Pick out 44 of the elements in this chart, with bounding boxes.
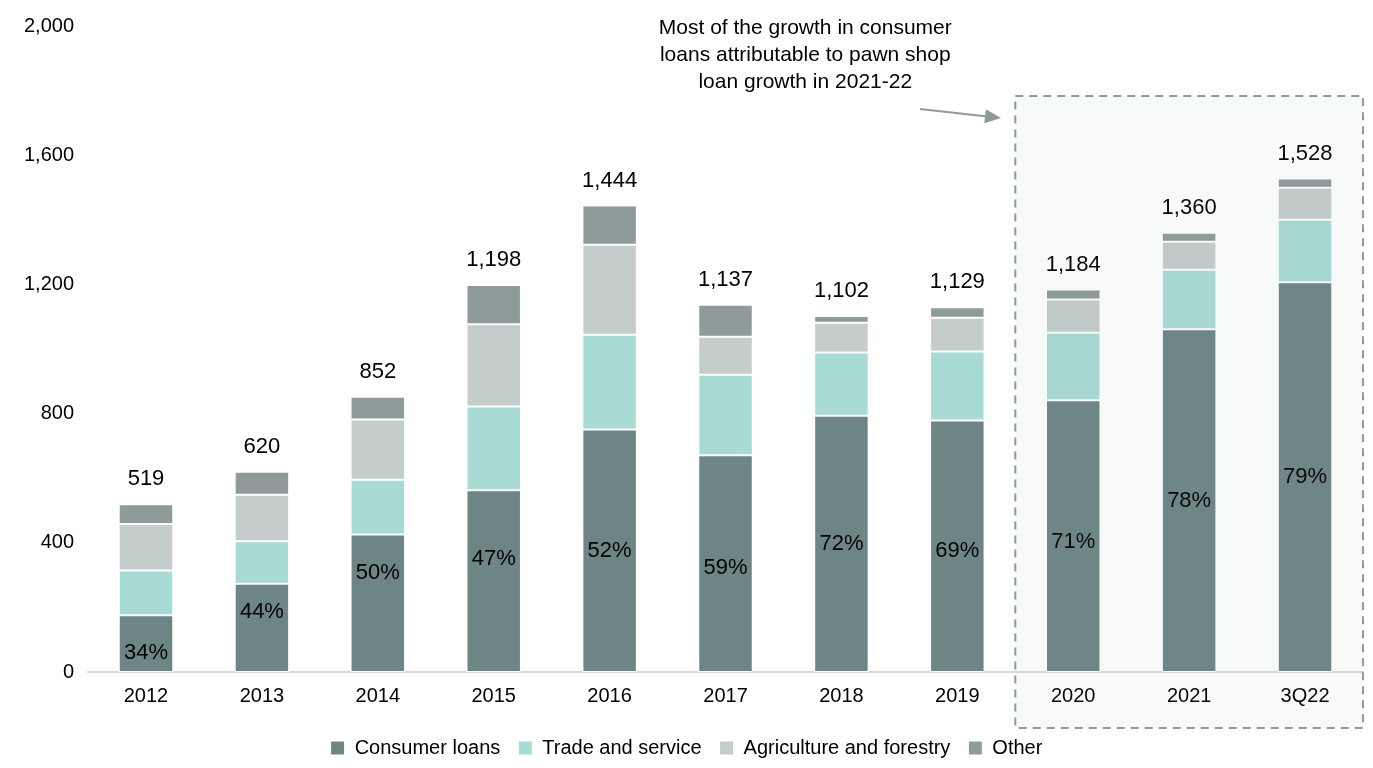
annotation: 34% [123, 638, 169, 664]
total-label: 1,137 [697, 265, 754, 291]
legend-label: Other [992, 735, 1043, 758]
total-label: 620 [243, 432, 281, 458]
total-label: 1,444 [582, 166, 638, 192]
x-tick-label: 2018 [819, 683, 864, 706]
total-label: 1,129 [929, 268, 985, 294]
legend-label: Trade and service [542, 735, 702, 758]
y-tick-label: 400 [40, 530, 75, 553]
total-label: 519 [127, 465, 165, 491]
annotation: 78% [1167, 486, 1212, 512]
total-label: 1,102 [813, 277, 869, 303]
annotation: 50% [355, 558, 400, 584]
annotation: Most of the growth in consumer loans attributable to pawn shop loan growth in 2021-22 [658, 15, 952, 93]
annotation: 44% [239, 598, 284, 624]
annotation: 69% [935, 537, 980, 563]
annotation: 47% [471, 545, 516, 571]
x-tick-label: 2016 [587, 683, 632, 706]
legend-label: Consumer loans [354, 735, 501, 758]
total-label: 1,198 [466, 246, 522, 272]
x-tick-label: 2017 [703, 683, 748, 706]
x-tick-label: 2012 [123, 683, 169, 706]
annotation: 79% [1283, 463, 1328, 489]
annotation: 71% [1051, 527, 1096, 553]
x-tick-label: 2020 [1050, 683, 1096, 706]
x-tick-label: 2013 [239, 683, 285, 706]
x-tick-label: 2021 [1166, 683, 1212, 706]
y-tick-label: 800 [40, 401, 75, 424]
x-tick-label: 2014 [355, 683, 401, 706]
y-tick-label: 2,000 [23, 13, 75, 36]
x-tick-label: 2015 [471, 683, 516, 706]
legend-label: Agriculture and forestry [743, 735, 951, 758]
annotation: 72% [819, 529, 864, 555]
x-tick-label: 2019 [935, 683, 980, 706]
annotation: 59% [703, 554, 748, 580]
y-tick-label: 0 [62, 659, 75, 682]
total-label: 1,360 [1161, 193, 1217, 219]
total-label: 1,528 [1277, 139, 1333, 165]
total-label: 1,184 [1045, 250, 1101, 276]
x-tick-label: 3Q22 [1280, 683, 1330, 706]
total-label: 852 [359, 357, 397, 383]
annotation: 52% [587, 536, 632, 562]
y-tick-label: 1,200 [23, 271, 75, 294]
y-tick-label: 1,600 [23, 142, 75, 165]
